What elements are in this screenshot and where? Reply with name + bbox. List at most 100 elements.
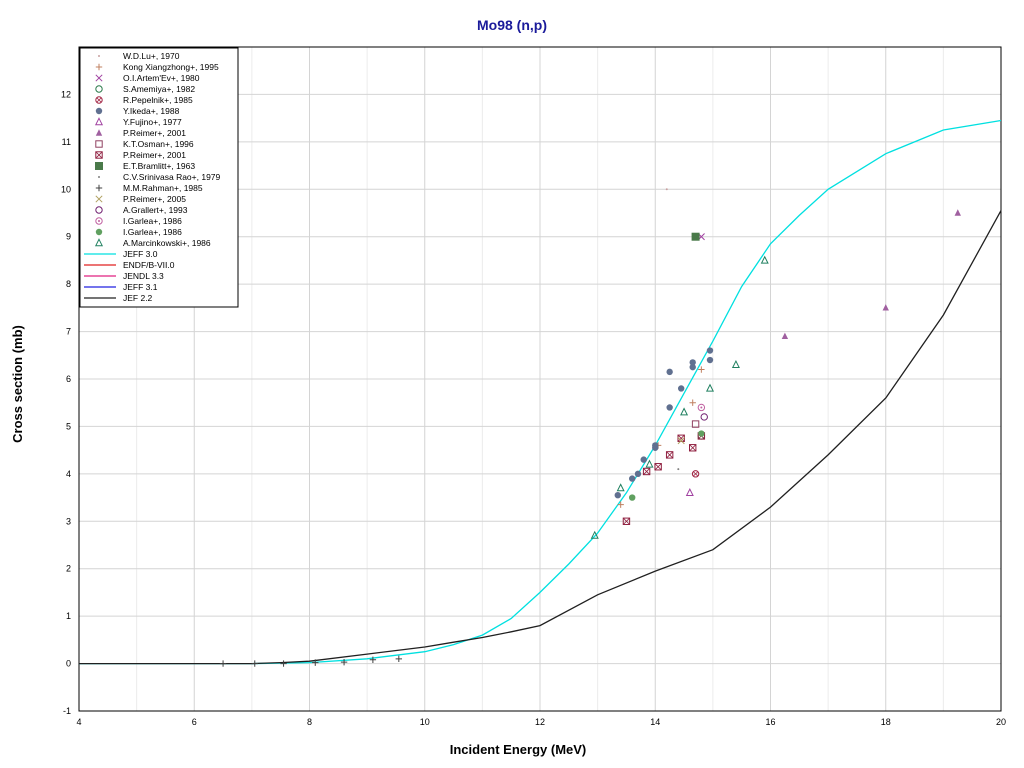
data-point — [689, 359, 696, 366]
legend-marker-cross — [96, 97, 102, 103]
data-point — [616, 483, 625, 492]
data-point — [689, 399, 696, 406]
data-point — [685, 488, 694, 497]
curve-jeff-3-0 — [79, 119, 1002, 665]
legend-entry: Y.Ikeda+, 1988 — [123, 106, 180, 116]
legend-marker-center — [98, 220, 100, 222]
legend-entry: P.Reimer+, 2001 — [123, 150, 186, 160]
legend-marker — [95, 107, 103, 115]
data-point — [680, 407, 689, 416]
data-point — [731, 359, 740, 368]
data-point — [666, 404, 673, 411]
legend-entry: JEFF 3.1 — [123, 282, 158, 292]
legend-marker — [95, 162, 103, 170]
legend-marker — [95, 217, 103, 225]
data-point — [760, 255, 769, 264]
legend-marker — [95, 140, 103, 148]
legend-marker — [95, 151, 103, 159]
legend-marker — [95, 228, 103, 236]
legend-marker — [94, 238, 104, 247]
legend-entry: P.Reimer+, 2001 — [123, 128, 186, 138]
data-point-cross — [693, 471, 698, 477]
legend-entry: JEF 2.2 — [123, 293, 153, 303]
data-point — [706, 347, 714, 354]
data-point — [691, 420, 700, 428]
data-point — [697, 403, 706, 412]
legend-entry: S.Amemiya+, 1982 — [123, 84, 195, 94]
legend-marker — [94, 117, 104, 126]
data-point — [665, 188, 668, 191]
x-tick-label: 6 — [192, 717, 197, 727]
y-tick-label: 9 — [66, 232, 71, 242]
y-tick-label: -1 — [63, 706, 71, 716]
chart-title: Mo98 (n,p) — [477, 17, 547, 33]
legend-entry: I.Garlea+, 1986 — [123, 216, 182, 226]
data-point — [280, 660, 287, 667]
data-point — [882, 304, 889, 311]
y-axis-label: Cross section (mb) — [10, 325, 25, 443]
y-tick-label: 2 — [66, 564, 71, 574]
x-axis-label: Incident Energy (MeV) — [450, 742, 587, 757]
data-point — [312, 659, 319, 666]
data-point-cross — [689, 444, 697, 452]
y-tick-label: 1 — [66, 611, 71, 621]
legend-marker — [95, 195, 103, 203]
data-points — [219, 188, 961, 667]
legend-entry: JENDL 3.3 — [123, 271, 164, 281]
legend-entry: A.Marcinkowski+, 1986 — [123, 238, 211, 248]
legend-entry: Kong Xiangzhong+, 1995 — [123, 62, 219, 72]
legend-entry: A.Grallert+, 1993 — [123, 205, 188, 215]
data-point — [706, 356, 714, 364]
data-point — [781, 332, 789, 340]
legend-entry: E.T.Bramlitt+, 1963 — [123, 161, 195, 171]
legend-marker — [95, 184, 103, 192]
y-tick-label: 12 — [61, 89, 71, 99]
legend-box — [79, 47, 239, 308]
x-axis: 4 6 8 10 12 14 16 18 20 — [76, 717, 1006, 727]
data-point — [654, 463, 662, 471]
x-tick-label: 10 — [420, 717, 430, 727]
x-tick-label: 20 — [996, 717, 1006, 727]
data-point — [590, 530, 599, 539]
data-point — [666, 368, 673, 376]
legend-marker — [95, 129, 103, 136]
legend-entry: JEFF 3.0 — [123, 249, 158, 259]
legend-entry: W.D.Lu+, 1970 — [123, 51, 180, 61]
data-point — [954, 209, 961, 216]
data-point — [634, 470, 642, 478]
data-point — [700, 413, 708, 421]
data-point-cross — [622, 517, 630, 525]
legend-entry: ENDF/B-VII.0 — [123, 260, 175, 270]
data-point — [677, 434, 685, 442]
data-point-cross — [654, 463, 662, 471]
legend-marker — [95, 85, 103, 93]
curve-jef-2-2 — [79, 210, 1002, 665]
plot-frame — [78, 46, 1002, 712]
data-point — [689, 444, 697, 452]
x-tick-label: 14 — [650, 717, 660, 727]
y-tick-label: 7 — [66, 327, 71, 337]
data-point — [395, 655, 403, 663]
legend-marker — [98, 176, 100, 178]
legend-marker — [98, 55, 100, 57]
data-point — [251, 660, 258, 667]
data-point — [629, 494, 636, 501]
legend-marker — [95, 74, 103, 82]
data-point-center — [700, 406, 703, 409]
legend-entry: R.Pepelnik+, 1985 — [123, 95, 193, 105]
data-point — [369, 656, 377, 663]
data-point — [340, 658, 348, 666]
data-point — [614, 492, 621, 499]
y-tick-label: 10 — [61, 184, 71, 194]
legend-entry: C.V.Srinivasa Rao+, 1979 — [123, 172, 221, 182]
data-point — [691, 232, 700, 241]
data-point — [691, 470, 700, 478]
data-point — [677, 385, 685, 392]
data-point — [642, 467, 651, 476]
y-tick-label: 6 — [66, 374, 71, 384]
data-point — [640, 456, 647, 463]
data-point — [622, 517, 631, 525]
legend-entry: M.M.Rahman+, 1985 — [123, 183, 203, 193]
